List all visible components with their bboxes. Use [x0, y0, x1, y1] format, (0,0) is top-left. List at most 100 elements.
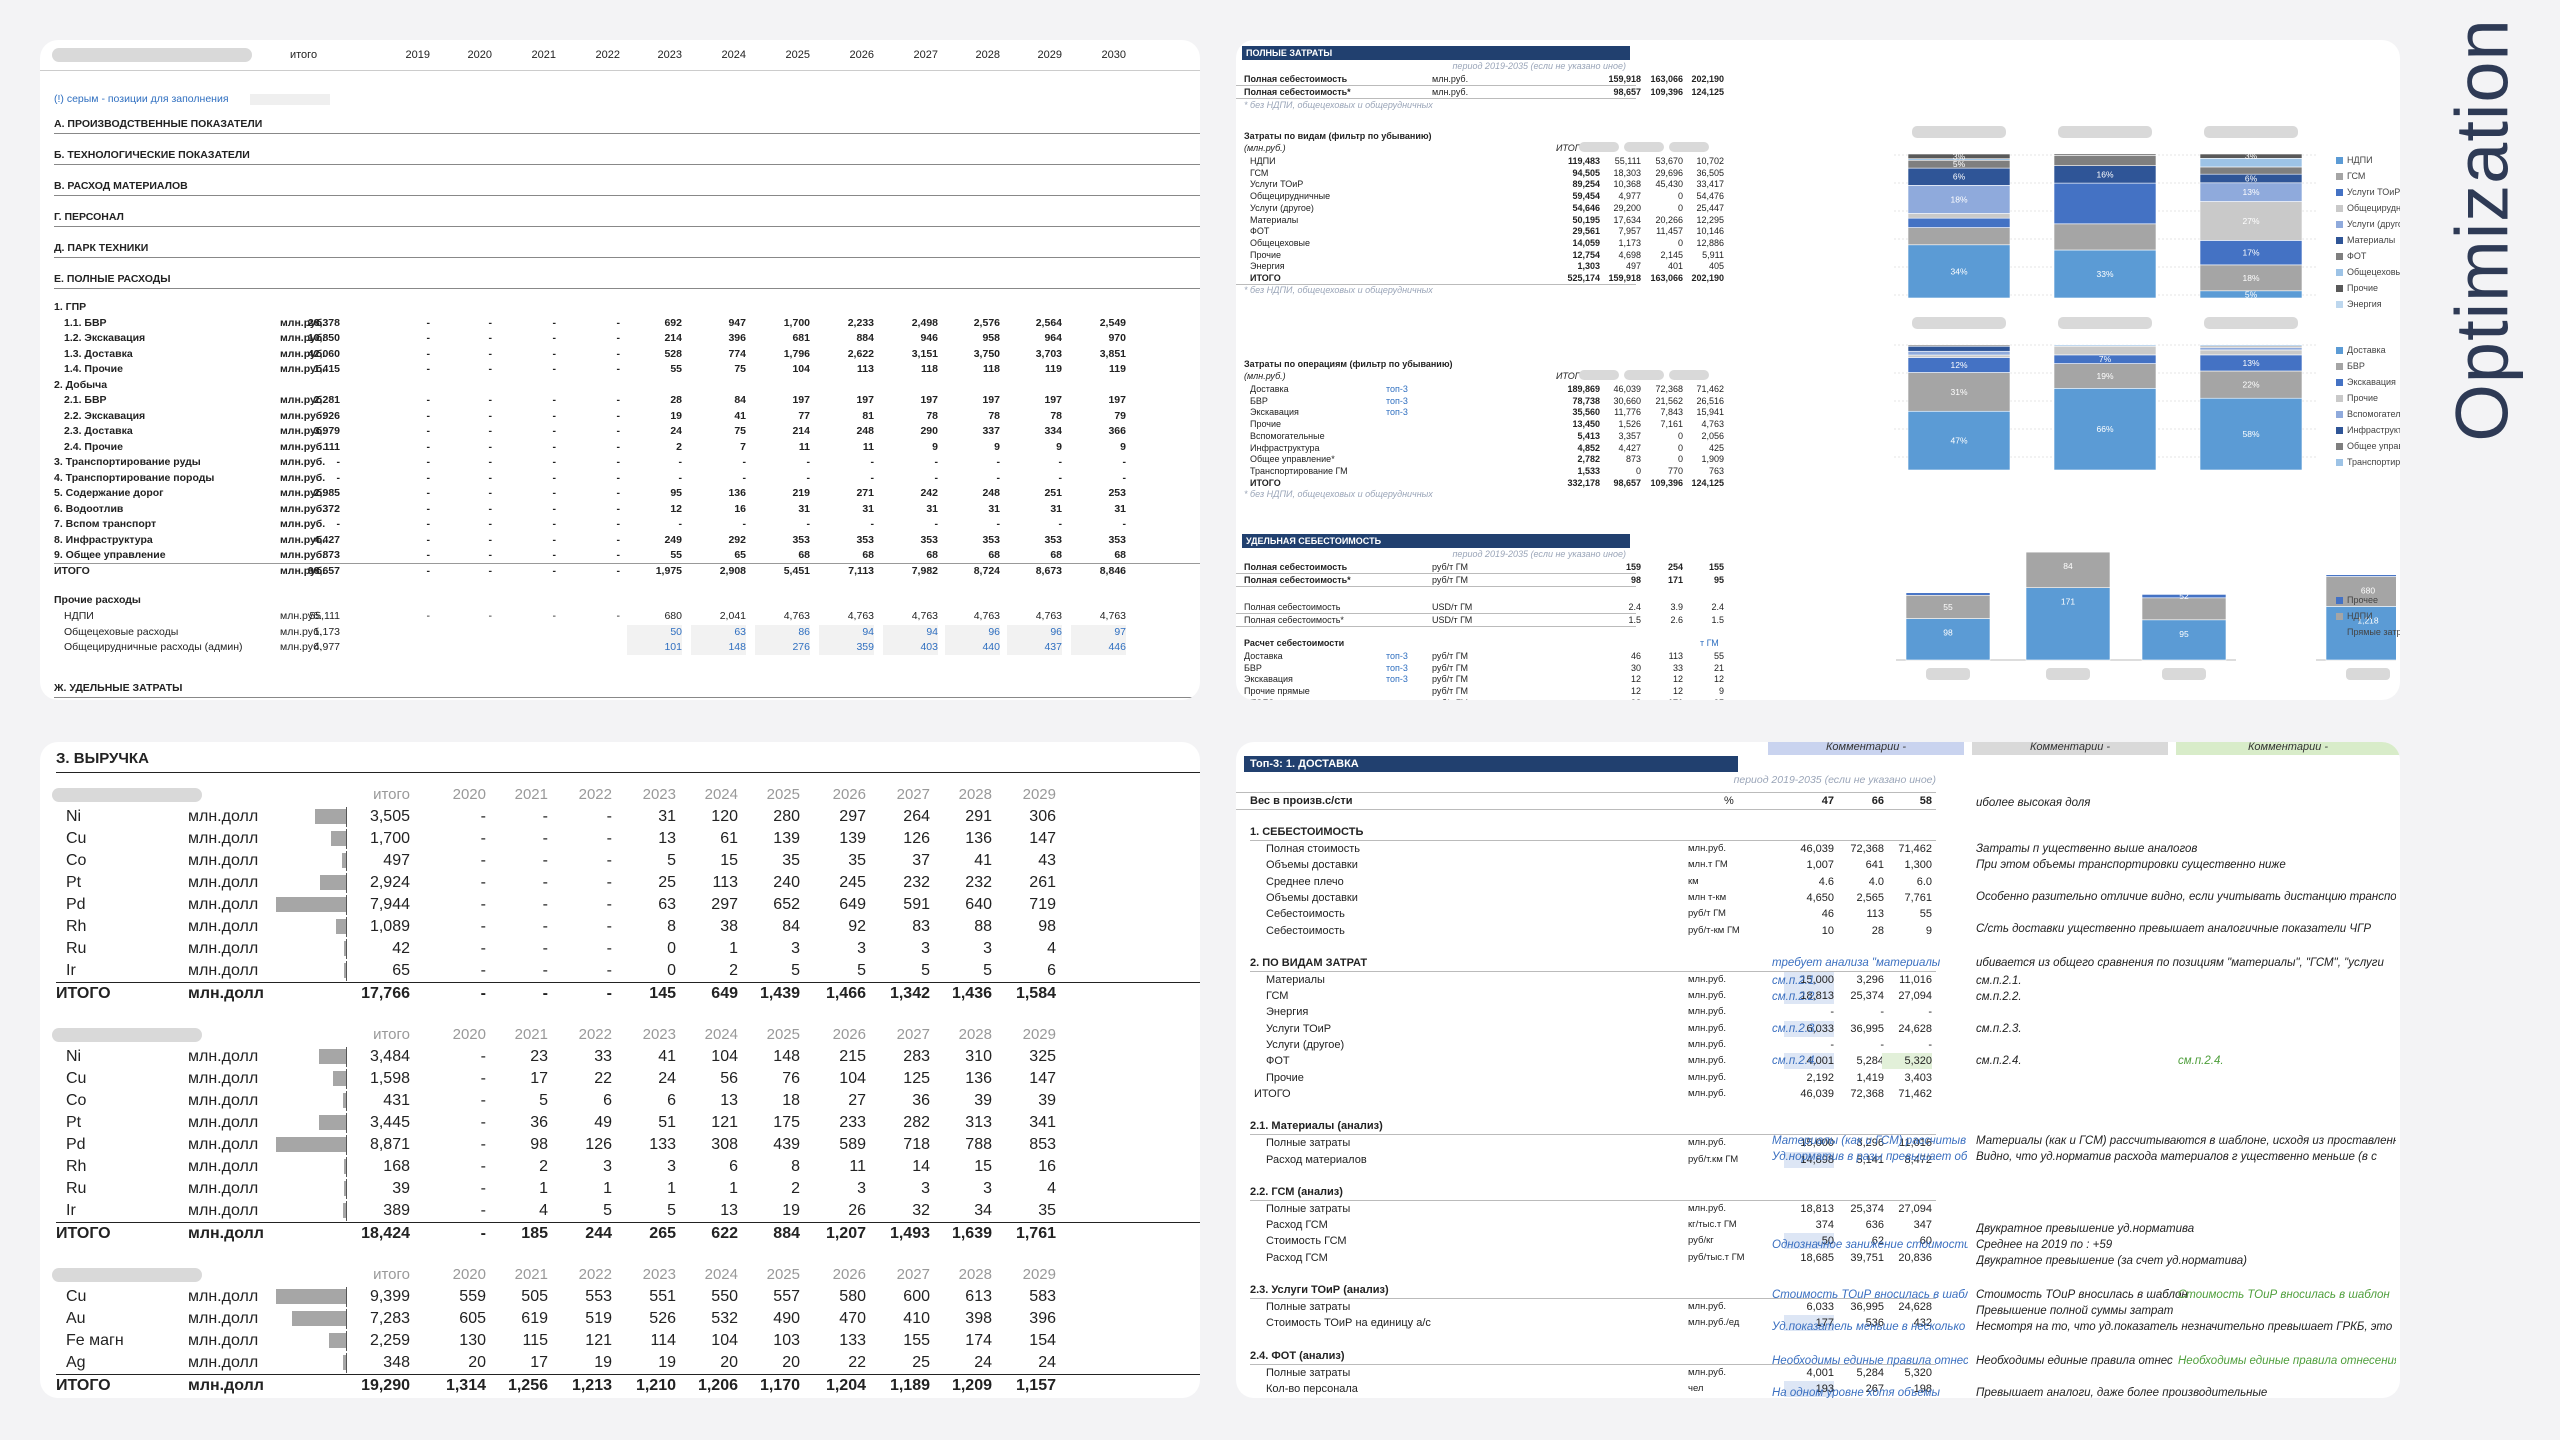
row-value: 3,445 — [369, 1114, 410, 1131]
row-value: - — [870, 518, 875, 530]
row-label: 8. Инфраструктура — [54, 533, 153, 546]
row-value: 265 — [649, 1225, 676, 1242]
row-value: 39,751 — [1850, 1251, 1884, 1264]
row-value: 163,066 — [1650, 74, 1683, 84]
row-value: 111 — [323, 440, 340, 453]
comment-b: Превышает аналоги, даже более производит… — [1976, 1387, 2268, 1398]
row-value: 348 — [383, 1354, 410, 1371]
row-value: 0 — [1635, 465, 1641, 476]
analysis-row: Полные затраты млн.руб. 15,000 3,296 11,016 — [1236, 1135, 1936, 1151]
legend-label: Услуги (другое) — [2347, 219, 2400, 229]
row-value: 29,696 — [1655, 167, 1683, 178]
stacked-bar-segment — [2025, 551, 2111, 588]
row-value: 198 — [1913, 1382, 1932, 1395]
row-value: 0 — [1677, 454, 1683, 465]
stacked-bar-segment — [2199, 201, 2303, 241]
row-value: - — [1122, 456, 1127, 468]
sparkbar-axis — [346, 1135, 347, 1155]
revenue-row: Ru млн.долл 39 - 1 1 1 1 2 3 3 3 4 — [40, 1178, 1200, 1200]
row-value: 261 — [1029, 874, 1056, 891]
comment-a: Однозначное занижение стоимости — [1772, 1239, 1968, 1251]
row-value: 50 — [627, 624, 682, 640]
row-unit: млн.долл — [188, 1048, 259, 1065]
row-label: Стоимость ГСМ — [1266, 1235, 1347, 1248]
row-value: 1,209 — [951, 1377, 992, 1394]
row-value: - — [542, 874, 548, 891]
row-value: 353 — [982, 533, 1000, 546]
sparkbar — [329, 1333, 346, 1348]
row-total: 29,561 — [1572, 226, 1600, 237]
group-title: 2.1. Материалы (анализ) — [1250, 1118, 1936, 1136]
row-value: - — [426, 440, 431, 453]
row-value: - — [934, 471, 939, 484]
row-value: 14 — [912, 1158, 930, 1175]
row-value: 145 — [649, 985, 676, 1002]
row-label: Полная себестоимость* — [1244, 615, 1344, 625]
legend-label: Общее управление* — [2347, 441, 2400, 451]
row-value: 25,447 — [1696, 202, 1724, 213]
row-value: 14,898 — [1784, 1151, 1834, 1168]
row-value: 50 — [1784, 1233, 1834, 1250]
row-value: - — [616, 363, 621, 375]
fill-note-swatch — [250, 94, 330, 105]
row-value: - — [552, 471, 557, 484]
total-label: ИТОГО — [56, 1377, 111, 1394]
legend-swatch — [2336, 253, 2343, 261]
row-value: 133 — [839, 1332, 866, 1349]
row-value: 681 — [792, 332, 810, 344]
row-value: 1,089 — [369, 918, 410, 935]
sparkbar — [343, 1355, 346, 1370]
stacked-bar-segment — [2199, 370, 2303, 399]
row-value: 334 — [1044, 425, 1062, 437]
total-label: ИТОГО — [56, 985, 111, 1002]
row-value: 11,016 — [1899, 1137, 1932, 1150]
row-label: Транспортирование ГМ — [1250, 465, 1348, 476]
row-value: 1,439 — [759, 985, 800, 1002]
row-value: 622 — [711, 1225, 738, 1242]
row-value: 39 — [974, 1092, 992, 1109]
row-unit: млн.руб. — [280, 363, 326, 375]
legend-swatch — [2336, 301, 2343, 309]
row-value: - — [542, 985, 548, 1002]
row-value: 31 — [658, 808, 676, 825]
row-unit: млн.руб. — [280, 487, 326, 499]
legend-label: Общецирудничные — [2347, 203, 2400, 213]
row-value: 197 — [920, 394, 938, 406]
row-unit: млн.руб. — [1688, 1022, 1727, 1034]
comment-a: На одном уровне хотя объемы — [1772, 1387, 1940, 1398]
comment-b: см.п.2.2. — [1976, 991, 2022, 1003]
row-value: 1,207 — [825, 1225, 866, 1242]
row-value: 398 — [965, 1310, 992, 1327]
sparkbar-axis — [346, 829, 347, 849]
row-value: - — [616, 487, 621, 499]
row-value: 202,190 — [1691, 273, 1724, 283]
legend-label: Вспомогательные — [2347, 409, 2400, 419]
stacked-bar-segment — [1907, 153, 2011, 159]
row-value: 46,039 — [1800, 1087, 1834, 1100]
sparkbar-axis — [346, 873, 347, 893]
by-op-title: Затраты по операциям (фильтр по убыванию… — [1244, 359, 1453, 369]
row-value: 15,000 — [1800, 1137, 1834, 1150]
cost-row: 1.2. Экскавация млн.руб. 10,850 - - - - 214 396 6… — [40, 331, 1200, 346]
top3-tag: топ-3 — [1386, 407, 1408, 418]
revenue-row: Cu млн.долл 1,700 - - - 13 61 139 139 126 136 147 — [40, 828, 1200, 850]
comment-b: см.п.2.1. — [1976, 975, 2022, 987]
stacked-bar-segment — [1907, 227, 2011, 246]
row-total: 4,852 — [1577, 442, 1600, 453]
analysis-row: Прочие млн.руб. 2,192 1,419 3,403 — [1236, 1070, 1936, 1086]
row-value: 13 — [720, 1092, 738, 1109]
row-unit: млн.долл — [188, 1158, 259, 1175]
row-value: 25,374 — [1850, 1202, 1884, 1215]
row-value: 35 — [1038, 1202, 1056, 1219]
row-value: 41 — [734, 409, 746, 422]
year-col-header: 2024 — [704, 1266, 738, 1283]
row-unit: млн.руб. — [280, 394, 326, 406]
row-value: - — [742, 471, 747, 484]
year-col-header: 2029 — [1022, 1266, 1056, 1283]
revenue-row: Pt млн.долл 2,924 - - - 25 113 240 245 232 232 261 — [40, 872, 1200, 894]
row-value: 62 — [1871, 1235, 1884, 1248]
row-value: 9 — [932, 440, 938, 453]
analysis-row: Услуги (другое) млн.руб. - - - — [1236, 1037, 1936, 1053]
row-value: 4.6 — [1818, 875, 1834, 888]
row-value: 1,419 — [1856, 1071, 1884, 1084]
